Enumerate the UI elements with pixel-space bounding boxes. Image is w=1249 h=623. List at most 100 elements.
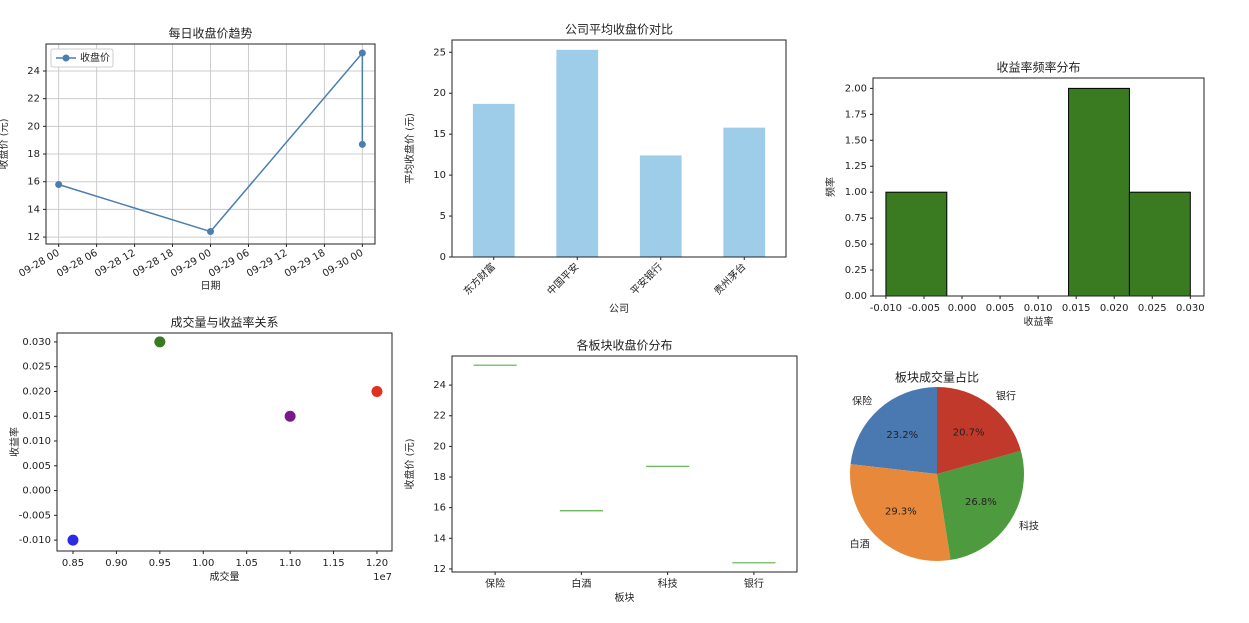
marker xyxy=(358,140,366,148)
y-tick-label: 1.75 xyxy=(845,109,867,120)
x-tick-label: 科技 xyxy=(658,577,678,590)
pie-slice xyxy=(850,464,951,561)
y-tick-label: 22 xyxy=(433,411,446,422)
x-tick-label: 中国平安 xyxy=(544,260,581,297)
marker xyxy=(358,49,366,57)
hist-bar xyxy=(1068,87,1130,297)
y-tick-label: 0.75 xyxy=(845,213,867,224)
legend-marker xyxy=(62,54,70,62)
x-tick-label: 0.85 xyxy=(62,558,84,569)
y-tick-label: 15 xyxy=(433,129,446,140)
x-tick-label: 1.20 xyxy=(366,558,388,569)
point xyxy=(284,410,296,422)
y-tick-label: 24 xyxy=(27,66,40,77)
y-tick-label: 0.25 xyxy=(845,265,867,276)
legend-label: 收盘价 xyxy=(80,51,110,64)
y-tick-label: 0.010 xyxy=(22,436,51,447)
x-axis-label: 成交量 xyxy=(210,570,240,583)
axes-frame xyxy=(872,77,1205,297)
y-tick-label: 1.25 xyxy=(845,161,867,172)
x-tick-label: 0.000 xyxy=(948,303,977,314)
x-tick-label: 1.15 xyxy=(322,558,344,569)
x-tick-label: 1.10 xyxy=(279,558,301,569)
y-tick-label: 16 xyxy=(433,503,446,514)
x-tick-label: 0.005 xyxy=(986,303,1015,314)
point xyxy=(67,534,79,546)
x-tick-label: -0.005 xyxy=(908,303,940,314)
x-tick-label: 0.95 xyxy=(149,558,171,569)
x-tick-label: 1.05 xyxy=(236,558,258,569)
y-tick-label: -0.010 xyxy=(19,535,51,546)
y-axis-label: 收盘价 (元) xyxy=(403,438,416,489)
y-tick-label: 2.00 xyxy=(845,83,867,94)
y-tick-label: 0 xyxy=(440,252,446,263)
y-tick-label: 12 xyxy=(433,564,446,575)
x-tick-label: 09-29 12 xyxy=(245,248,289,280)
slice-label: 银行 xyxy=(996,389,1016,402)
y-tick-label: 0.000 xyxy=(22,486,51,497)
x-tick-label: 09-29 18 xyxy=(283,248,327,280)
line xyxy=(58,50,364,233)
y-tick-label: 20 xyxy=(27,121,40,132)
y-tick-label: 20 xyxy=(433,88,446,99)
x-axis-label: 收益率 xyxy=(1024,315,1054,328)
x-axis-label: 公司 xyxy=(609,304,629,315)
point xyxy=(154,336,166,348)
x-tick-label: 09-29 06 xyxy=(207,248,251,280)
slice-label: 白酒 xyxy=(850,537,870,550)
y-axis-label: 收盘价 (元) xyxy=(0,118,10,169)
x-tick-label: 贵州茅台 xyxy=(711,260,748,297)
slice-percent: 23.2% xyxy=(886,430,918,441)
y-tick-label: 12 xyxy=(27,232,40,243)
x-axis-label: 日期 xyxy=(201,280,221,292)
hist-bar xyxy=(1128,191,1191,297)
chart-title: 各板块收盘价分布 xyxy=(576,338,672,353)
x-tick-label: -0.010 xyxy=(870,303,902,314)
slice-percent: 29.3% xyxy=(885,507,917,518)
bar xyxy=(723,127,766,257)
x-tick-label: 白酒 xyxy=(571,577,591,590)
y-tick-label: 18 xyxy=(27,149,40,160)
pie-slice xyxy=(937,387,1021,474)
x-tick-label: 0.025 xyxy=(1138,303,1167,314)
x-tick-label: 09-28 00 xyxy=(17,248,61,280)
y-tick-label: 0.00 xyxy=(845,291,867,302)
y-tick-label: 24 xyxy=(433,380,446,391)
y-tick-label: 0.030 xyxy=(22,337,51,348)
x-tick-label: 09-30 00 xyxy=(321,248,365,280)
x-tick-label: 0.015 xyxy=(1062,303,1091,314)
marker xyxy=(207,228,214,236)
slice-label: 科技 xyxy=(1019,520,1039,533)
x-tick-label: 09-29 00 xyxy=(169,248,213,280)
x-tick-label: 东方财富 xyxy=(461,260,498,297)
x-tick-label: 保险 xyxy=(485,577,505,590)
y-tick-label: 14 xyxy=(433,533,446,544)
y-axis-label: 平均收盘价 (元) xyxy=(403,113,416,184)
hist-bar xyxy=(885,191,948,297)
chart-title: 板块成交量占比 xyxy=(895,370,979,385)
axis-offset: 1e7 xyxy=(373,572,392,583)
y-tick-label: 16 xyxy=(27,177,40,188)
x-tick-label: 09-28 18 xyxy=(131,248,175,280)
x-tick-label: 0.020 xyxy=(1100,303,1129,314)
axes-frame xyxy=(56,332,393,552)
x-axis-label: 板块 xyxy=(615,591,635,604)
x-tick-label: 0.010 xyxy=(1024,303,1053,314)
y-tick-label: 0.020 xyxy=(22,386,51,397)
y-tick-label: 0.015 xyxy=(22,411,51,422)
x-tick-label: 平安银行 xyxy=(628,260,665,297)
chart-title: 成交量与收益率关系 xyxy=(170,315,278,330)
slice-percent: 20.7% xyxy=(953,427,985,438)
y-tick-label: 1.00 xyxy=(845,187,867,198)
axes-frame xyxy=(451,355,798,573)
y-tick-label: 0.025 xyxy=(22,362,51,373)
y-axis-label: 收益率 xyxy=(8,427,21,457)
y-tick-label: 0.50 xyxy=(845,239,867,250)
bar xyxy=(472,103,515,257)
marker xyxy=(55,180,63,188)
bar xyxy=(556,49,599,257)
y-tick-label: 14 xyxy=(27,204,40,215)
y-tick-label: 5 xyxy=(440,211,446,222)
